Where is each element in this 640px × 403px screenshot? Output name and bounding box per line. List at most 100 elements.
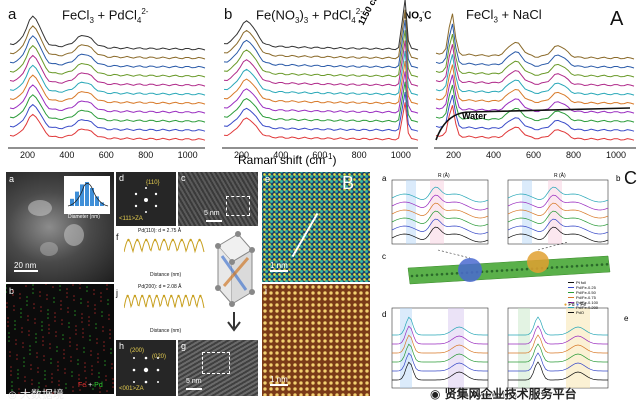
- eds-dot: [100, 296, 102, 298]
- eds-dot: [97, 361, 99, 363]
- band-atom: [575, 264, 579, 268]
- eds-dot: [15, 339, 17, 341]
- eds-dot: [45, 284, 47, 285]
- panel-c-letter: c: [424, 6, 432, 23]
- band-atom: [485, 270, 489, 273]
- eds-dot: [56, 346, 58, 348]
- profile-peak: [198, 238, 201, 242]
- tick-label: 1000: [177, 150, 198, 160]
- eds-dot: [37, 367, 39, 369]
- eds-dot: [61, 323, 63, 325]
- raman-trace: [9, 74, 206, 105]
- xas-ir-plots: [391, 179, 611, 389]
- scale-c-text: 5 nm: [204, 210, 220, 217]
- eds-dot: [74, 314, 76, 316]
- eds-dot: [45, 389, 47, 391]
- eds-dot: [97, 353, 99, 355]
- ir-trace: [392, 325, 488, 345]
- profile-peak: [127, 238, 130, 242]
- eds-dot: [13, 309, 15, 311]
- annotation-no3: NO3-: [404, 10, 425, 24]
- xas-trace: [391, 186, 489, 203]
- profile-peak: [148, 294, 151, 298]
- eds-dot: [20, 316, 22, 318]
- eds-dot: [21, 327, 23, 329]
- raman-trace: [435, 94, 635, 132]
- eds-dot: [22, 342, 24, 344]
- eds-dot: [42, 336, 44, 338]
- hist-bar: [95, 196, 99, 206]
- eds-dot: [10, 374, 12, 376]
- eds-dot: [109, 337, 111, 339]
- eds-dot: [33, 303, 35, 305]
- band-atom: [435, 273, 439, 276]
- raman-trace: [223, 102, 419, 141]
- hist-bar: [100, 202, 104, 206]
- band-atom: [450, 272, 454, 275]
- eds-dot: [70, 356, 72, 358]
- eds-dot: [11, 385, 13, 387]
- band-atom: [585, 264, 589, 267]
- tick-label: 1000: [606, 150, 627, 160]
- eds-dot: [54, 312, 56, 314]
- eds-dot: [109, 333, 111, 335]
- eds-dot: [31, 383, 33, 385]
- eds-dot: [50, 362, 52, 364]
- raman-plots: [8, 0, 636, 149]
- hist-bar: [90, 188, 94, 206]
- ir-trace: [392, 361, 488, 381]
- eds-dot: [16, 358, 18, 360]
- eds-dot: [92, 388, 94, 390]
- eds-dot: [97, 357, 99, 359]
- eds-dot: [111, 367, 113, 369]
- eds-dot: [24, 376, 26, 378]
- tem-panel-g: g 5 nm: [178, 340, 258, 396]
- band-atom: [425, 273, 429, 277]
- eds-dot: [99, 387, 101, 389]
- legend-item: Pd/Fe-0.50: [568, 290, 598, 295]
- eds-dot: [102, 330, 104, 332]
- eds-dot: [86, 286, 88, 288]
- eds-dot: [69, 337, 71, 339]
- eds-dot: [80, 298, 82, 300]
- r-label-1: R (Å): [438, 173, 450, 179]
- eds-dot: [69, 341, 71, 343]
- eds-dot: [30, 368, 32, 370]
- eds-dot: [31, 379, 33, 381]
- c-a-letter: a: [382, 174, 387, 183]
- eds-dot: [110, 352, 112, 354]
- eds-dot: [68, 322, 70, 324]
- xas-trace: [391, 226, 489, 243]
- c-e-letter: e: [624, 314, 629, 323]
- eds-dot: [44, 374, 46, 376]
- tem-panel-b: b Fe + Pd: [6, 284, 114, 394]
- h-axis: <001>ZA: [119, 386, 144, 392]
- raman-trace: [9, 94, 206, 123]
- eds-dot: [65, 383, 67, 385]
- eds-dot: [101, 315, 103, 317]
- band-atom: [510, 268, 514, 272]
- eds-dot: [52, 392, 54, 394]
- scale-e-text: 1 nm: [270, 261, 288, 270]
- tem-j-letter: j: [116, 288, 118, 298]
- eds-dot: [83, 351, 85, 353]
- eds-dot: [77, 359, 79, 361]
- eds-dot: [25, 285, 27, 287]
- eds-dot: [105, 379, 107, 381]
- eds-dot: [89, 335, 91, 337]
- eds-dot: [36, 356, 38, 358]
- x-axis-label: Raman shift (cm-1): [238, 152, 337, 167]
- eds-dot: [23, 357, 25, 359]
- eds-dot: [63, 349, 65, 351]
- raman-trace: [9, 113, 206, 141]
- xas-trace: [391, 218, 489, 235]
- eds-dot: [91, 373, 93, 375]
- raman-trace: [435, 33, 635, 78]
- eds-dot: [62, 334, 64, 336]
- raman-trace: [223, 81, 419, 123]
- eds-dot: [107, 299, 109, 301]
- eds-dot: [108, 318, 110, 320]
- ir-trace: [392, 343, 488, 363]
- eds-dot: [79, 389, 81, 391]
- eds-dot: [47, 309, 49, 311]
